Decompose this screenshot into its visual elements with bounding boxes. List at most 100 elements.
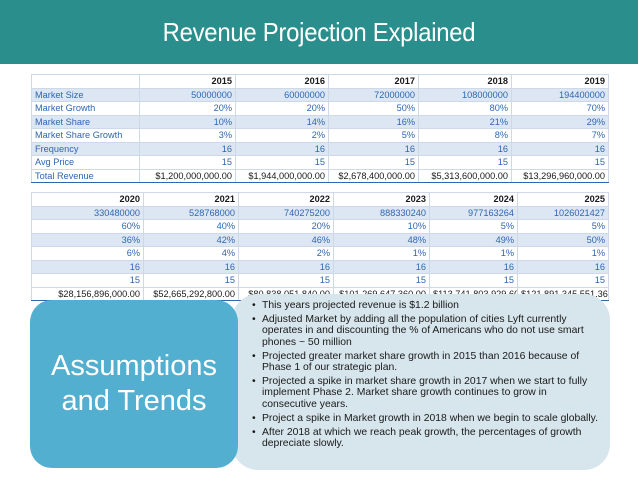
- list-item: After 2018 at which we reach peak growth…: [252, 427, 602, 449]
- table-cell: 16: [517, 259, 609, 274]
- table-cell: $1,944,000,000.00: [235, 168, 329, 183]
- table-row: Avg Price 15 15 15 15 15: [31, 155, 609, 170]
- table-row: 330480000 528768000 740275200 888330240 …: [31, 205, 609, 220]
- table-cell: 16: [235, 141, 329, 156]
- table-cell: 108000000: [418, 87, 512, 102]
- row-label: Market Growth: [31, 101, 140, 116]
- year-header: 2025: [517, 192, 609, 207]
- table-cell: 15: [143, 273, 239, 288]
- table-cell: 80%: [418, 101, 512, 116]
- table-cell: 5%: [517, 219, 609, 234]
- table-cell: 10%: [139, 114, 236, 129]
- year-header: 2023: [333, 192, 430, 207]
- table-header-row: 2015 2016 2017 2018 2019: [31, 74, 609, 89]
- assumptions-section: Assumptions and Trends This years projec…: [0, 290, 638, 478]
- table-cell: 5%: [429, 219, 518, 234]
- table-cell: 60000000: [235, 87, 329, 102]
- table-row: 36% 42% 46% 48% 49% 50%: [31, 232, 609, 247]
- table-cell: 16: [238, 259, 334, 274]
- table-cell: 16: [143, 259, 239, 274]
- row-label: Total Revenue: [31, 168, 140, 183]
- table-row: Market Size 50000000 60000000 72000000 1…: [31, 87, 609, 102]
- table-cell: 21%: [418, 114, 512, 129]
- table-cell: 49%: [429, 232, 518, 247]
- table-row: Market Growth 20% 20% 50% 80% 70%: [31, 101, 609, 116]
- table-cell: 8%: [418, 128, 512, 143]
- table-cell: 5%: [328, 128, 419, 143]
- table-cell: $1,200,000,000.00: [139, 168, 236, 183]
- table-cell: 16: [333, 259, 430, 274]
- table-cell: 15: [418, 155, 512, 170]
- table-cell: 15: [328, 155, 419, 170]
- table-row: Frequency 16 16 16 16 16: [31, 141, 609, 156]
- table-row: Market Share 10% 14% 16% 21% 29%: [31, 114, 609, 129]
- table-header-row: 2020 2021 2022 2023 2024 2025: [31, 192, 609, 207]
- table-cell: 15: [31, 273, 144, 288]
- heading-line-1: Assumptions: [50, 350, 217, 382]
- table-cell: 1%: [517, 246, 609, 261]
- table-row: 60% 40% 20% 10% 5% 5%: [31, 219, 609, 234]
- page-title: Revenue Projection Explained: [162, 16, 476, 47]
- assumptions-heading: Assumptions and Trends: [51, 349, 217, 419]
- table-cell: 528768000: [143, 205, 239, 220]
- total-row: Total Revenue $1,200,000,000.00 $1,944,0…: [31, 168, 609, 183]
- assumptions-list: This years projected revenue is $1.2 bil…: [252, 300, 602, 452]
- year-header: 2015: [139, 74, 236, 89]
- table-cell: 36%: [31, 232, 144, 247]
- row-label: Market Share Growth: [31, 128, 140, 143]
- list-item: Adjusted Market by adding all the popula…: [252, 314, 602, 348]
- revenue-table-2020-2025: 2020 2021 2022 2023 2024 2025 330480000 …: [31, 192, 609, 301]
- table-row: Market Share Growth 3% 2% 5% 8% 7%: [31, 128, 609, 143]
- table-cell: 2%: [238, 246, 334, 261]
- table-cell: 16: [429, 259, 518, 274]
- table-cell: 16: [328, 141, 419, 156]
- table-cell: 1%: [333, 246, 430, 261]
- table-cell: 16: [511, 141, 609, 156]
- table-cell: 15: [429, 273, 518, 288]
- title-banner: Revenue Projection Explained: [0, 0, 638, 64]
- revenue-table-2015-2019: 2015 2016 2017 2018 2019 Market Size 500…: [31, 74, 609, 183]
- table-cell: 16: [31, 259, 144, 274]
- year-header: 2019: [511, 74, 609, 89]
- table-row: 15 15 15 15 15 15: [31, 273, 609, 288]
- table-cell: 42%: [143, 232, 239, 247]
- assumptions-heading-shape: Assumptions and Trends: [30, 300, 238, 468]
- table-cell: 14%: [235, 114, 329, 129]
- table-cell: 15: [235, 155, 329, 170]
- table-cell: 50%: [517, 232, 609, 247]
- table-cell: 1%: [429, 246, 518, 261]
- table-cell: 48%: [333, 232, 430, 247]
- table-cell: 16: [139, 141, 236, 156]
- corner-cell: [31, 74, 140, 89]
- table-row: 16 16 16 16 16 16: [31, 259, 609, 274]
- table-cell: 740275200: [238, 205, 334, 220]
- row-label: Frequency: [31, 141, 140, 156]
- table-cell: $5,313,600,000.00: [418, 168, 512, 183]
- year-header: 2022: [238, 192, 334, 207]
- table-cell: 46%: [238, 232, 334, 247]
- table-cell: 2%: [235, 128, 329, 143]
- year-header: 2024: [429, 192, 518, 207]
- heading-line-2: and Trends: [61, 385, 207, 417]
- table-cell: 330480000: [31, 205, 144, 220]
- table-cell: 20%: [235, 101, 329, 116]
- table-cell: 70%: [511, 101, 609, 116]
- table-cell: 10%: [333, 219, 430, 234]
- row-label: Avg Price: [31, 155, 140, 170]
- year-header: 2021: [143, 192, 239, 207]
- table-cell: 7%: [511, 128, 609, 143]
- table-cell: 194400000: [511, 87, 609, 102]
- table-cell: 20%: [238, 219, 334, 234]
- year-header: 2020: [31, 192, 144, 207]
- table-cell: 1026021427: [517, 205, 609, 220]
- list-item: Projected a spike in market share growth…: [252, 376, 602, 410]
- table-cell: 16: [418, 141, 512, 156]
- table-cell: 888330240: [333, 205, 430, 220]
- year-header: 2016: [235, 74, 329, 89]
- table-cell: $2,678,400,000.00: [328, 168, 419, 183]
- row-label: Market Size: [31, 87, 140, 102]
- list-item: This years projected revenue is $1.2 bil…: [252, 300, 602, 311]
- table-cell: 6%: [31, 246, 144, 261]
- table-cell: 15: [139, 155, 236, 170]
- table-cell: 50%: [328, 101, 419, 116]
